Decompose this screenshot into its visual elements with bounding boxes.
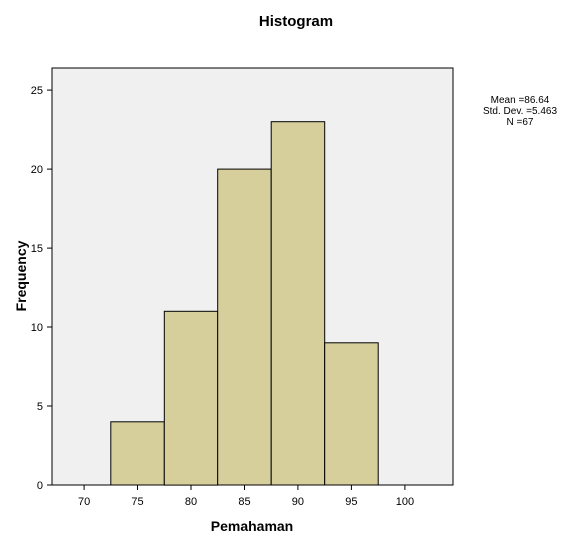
- histogram-bar-5: [324, 342, 379, 486]
- y-tick-label-15: 15: [31, 243, 43, 255]
- x-axis: 70 75 80 85 90 95 100: [78, 485, 414, 508]
- y-axis: 0 5 10 15 20 25: [31, 85, 52, 492]
- histogram-bar-2: [163, 310, 219, 486]
- histogram-bar-1: [110, 421, 165, 486]
- x-axis-title: Pemahaman: [211, 518, 293, 534]
- y-tick-label-20: 20: [31, 164, 43, 176]
- y-tick-label-10: 10: [31, 322, 43, 334]
- chart-title: Histogram: [259, 13, 333, 30]
- y-axis-title: Frequency: [13, 240, 29, 311]
- histogram-bar-3: [217, 168, 272, 486]
- x-tick-label-70: 70: [78, 496, 90, 508]
- stats-n: N =67: [507, 117, 534, 128]
- x-tick-label-100: 100: [396, 496, 414, 508]
- histogram-bar-4: [270, 121, 326, 486]
- stats-std-dev: Std. Dev. =5.463: [483, 106, 557, 117]
- y-tick-label-25: 25: [31, 85, 43, 97]
- bars-group: [110, 121, 379, 486]
- x-tick-label-80: 80: [185, 496, 197, 508]
- y-tick-label-0: 0: [37, 480, 43, 492]
- x-tick-label-85: 85: [238, 496, 250, 508]
- x-tick-label-75: 75: [131, 496, 143, 508]
- x-tick-label-95: 95: [345, 496, 357, 508]
- x-tick-label-90: 90: [292, 496, 304, 508]
- stats-box: Mean =86.64 Std. Dev. =5.463 N =67: [483, 95, 557, 128]
- stats-mean: Mean =86.64: [491, 95, 550, 106]
- y-tick-label-5: 5: [37, 401, 43, 413]
